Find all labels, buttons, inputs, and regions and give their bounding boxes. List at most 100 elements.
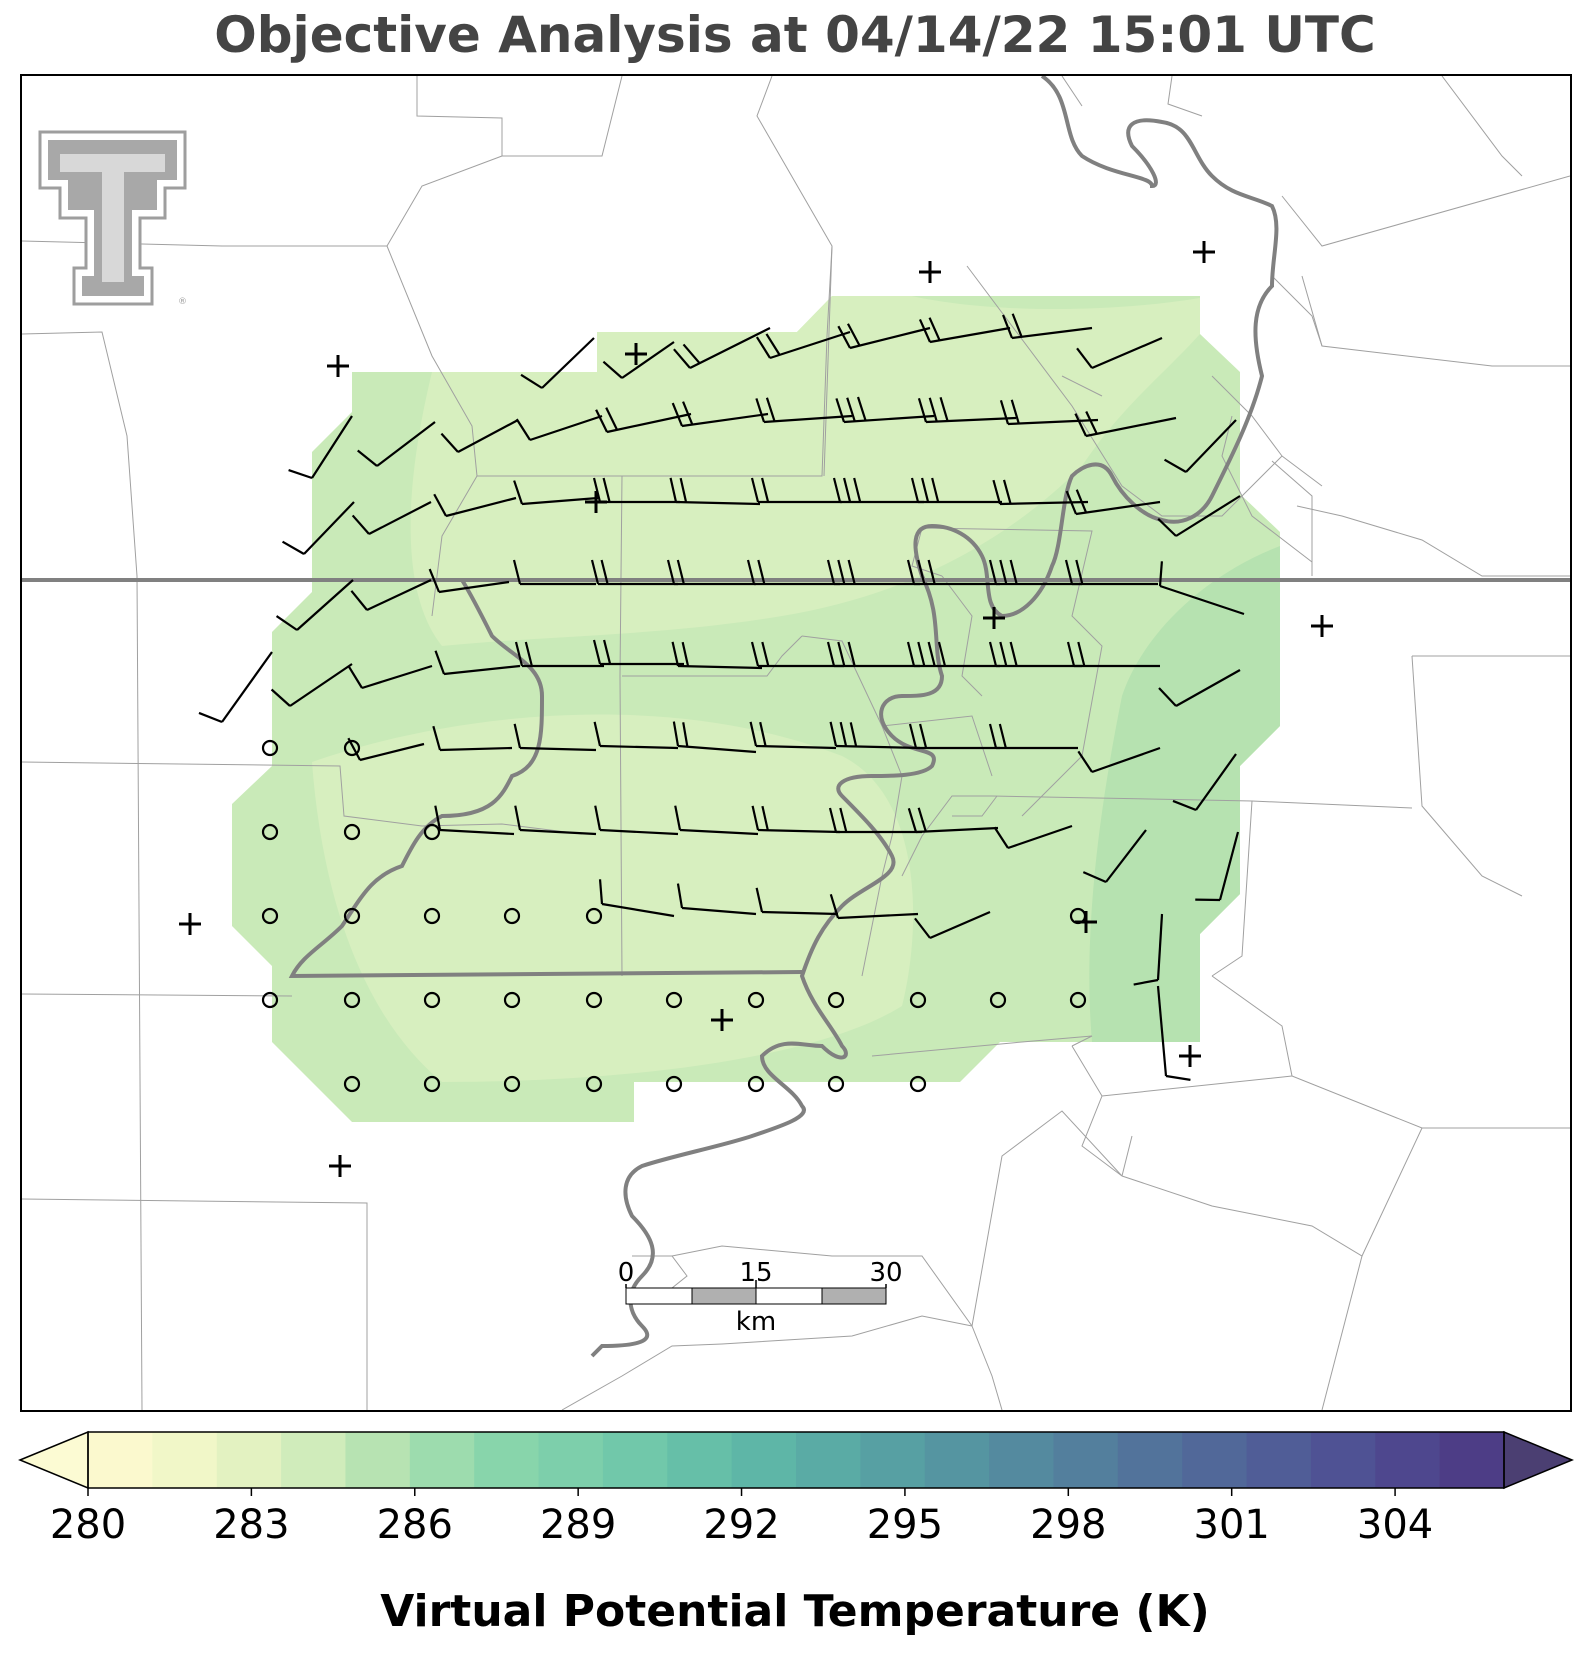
wind-barbs (198, 313, 1245, 1081)
calm-circle (343, 823, 361, 841)
colorbar-segment (88, 1432, 153, 1488)
wind-barb (910, 477, 1002, 504)
wind-barb (755, 397, 853, 424)
wind-barb (992, 479, 1089, 506)
colorbar-tick-label: 298 (1030, 1502, 1106, 1548)
calm-circle (261, 823, 279, 841)
calm-circle (261, 739, 279, 757)
wind-barb (433, 493, 517, 518)
station-plus-marker (1193, 241, 1215, 263)
calm-circle (261, 991, 279, 1009)
wind-barb (1172, 753, 1237, 812)
wind-barb (198, 651, 273, 724)
colorbar-segment (731, 1432, 797, 1488)
wind-barb (993, 824, 1073, 850)
river-line (590, 76, 1279, 1358)
wind-barb (434, 805, 515, 836)
station-plus-marker (919, 261, 941, 283)
wind-barb (602, 341, 675, 379)
logo-registered-mark: ® (178, 297, 187, 307)
colorbar-tick-label: 301 (1194, 1502, 1270, 1548)
wind-barb (350, 579, 432, 611)
wind-barb (672, 721, 757, 754)
wind-barb (351, 501, 432, 535)
wind-barb (1064, 559, 1158, 586)
station-plus-marker (1075, 911, 1097, 933)
wind-barb (281, 501, 355, 555)
wind-barb (669, 477, 761, 506)
calm-circle (909, 991, 927, 1009)
scale-label-15: 15 (739, 1258, 772, 1288)
wind-barb (514, 641, 604, 668)
wind-barb (520, 337, 595, 389)
colorbar-segment (1246, 1432, 1312, 1488)
wind-barb (918, 317, 1011, 344)
calm-circle (423, 991, 441, 1009)
colorbar-over-triangle (1503, 1430, 1574, 1490)
wind-barb (270, 663, 353, 707)
colorbar-segment (860, 1432, 926, 1488)
colorbar-segment (409, 1432, 475, 1488)
station-plus-marker (179, 913, 201, 935)
wind-barb (906, 559, 1000, 586)
colorbar-segment (796, 1432, 861, 1488)
colorbar-tick-label: 304 (1357, 1502, 1433, 1548)
station-plus-marker (625, 343, 647, 365)
wind-barb (1065, 489, 1161, 516)
colorbar-segment (216, 1432, 282, 1488)
wind-barb (826, 641, 920, 668)
wind-barb (512, 559, 596, 586)
wind-barb (832, 477, 924, 504)
colorbar-segments (88, 1432, 1505, 1488)
map-panel[interactable]: ® 0 15 30 km (20, 74, 1572, 1412)
wind-barb (1074, 411, 1177, 438)
calm-circle (665, 991, 683, 1009)
calm-circle (747, 1075, 765, 1093)
wind-barb (428, 568, 510, 594)
wind-barb (1158, 561, 1245, 616)
texas-tech-double-t-logo: ® (38, 130, 187, 307)
calm-circle (585, 991, 603, 1009)
calm-circle (343, 739, 361, 757)
colorbar-segment (1182, 1432, 1248, 1488)
calm-circle (343, 907, 361, 925)
scale-bar: 0 15 30 km (618, 1258, 903, 1337)
calm-circle (909, 1075, 927, 1093)
colorbar-segment (924, 1432, 990, 1488)
colorbar-ticks: 280 283 286 289 292 295 298 301 304 (50, 1488, 1433, 1548)
wind-barb (676, 883, 757, 916)
wind-barb (592, 477, 680, 504)
calm-circle (503, 907, 521, 925)
wind-barb (746, 559, 840, 586)
scale-label-0: 0 (618, 1258, 635, 1288)
wind-barb (288, 415, 353, 480)
wind-barb (755, 330, 851, 360)
wind-barb (750, 477, 842, 504)
wind-barb (988, 641, 1082, 668)
wind-barb (357, 421, 436, 467)
wind-barb (906, 641, 1000, 668)
station-plus-marker (1179, 1045, 1201, 1067)
colorbar-frame (87, 1431, 1505, 1489)
wind-barb (999, 399, 1099, 426)
colorbar-segment (989, 1432, 1055, 1488)
wind-barb (988, 723, 1078, 750)
wind-barb (594, 805, 679, 836)
calm-circle (585, 907, 603, 925)
wind-barb (514, 805, 597, 836)
station-plus-marker (585, 491, 607, 513)
colorbar-tick-label: 295 (867, 1502, 943, 1548)
wind-barb (907, 807, 999, 834)
wind-barb (595, 407, 692, 434)
wind-barb (914, 910, 991, 940)
wind-barb (750, 641, 844, 668)
wind-barb (593, 721, 679, 750)
colorbar-segment (1439, 1432, 1505, 1488)
wind-barb (1156, 985, 1191, 1081)
colorbar-tick-label: 292 (703, 1502, 779, 1548)
wind-barb (1076, 336, 1163, 370)
colorbar: 280 283 286 289 292 295 298 301 304 (18, 1430, 1574, 1548)
wind-barb (1157, 495, 1241, 537)
station-plus-marker (711, 1009, 733, 1031)
wind-barb (837, 323, 931, 350)
